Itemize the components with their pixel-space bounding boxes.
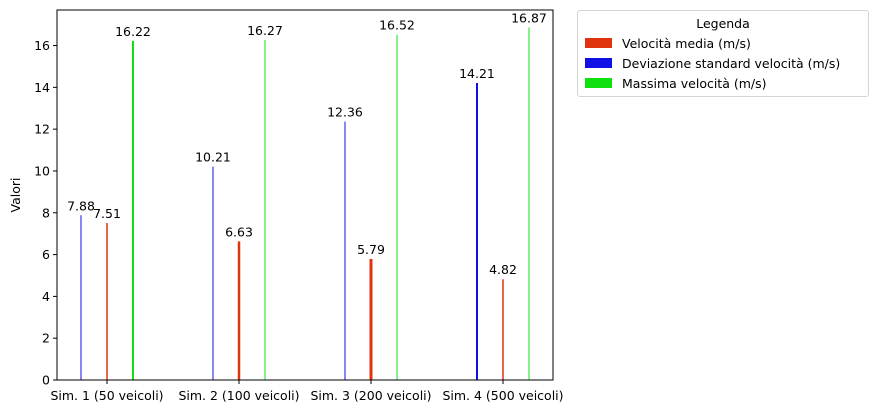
y-tick-label: 4 bbox=[42, 289, 50, 304]
legend-items: Velocità media (m/s) Deviazione standard … bbox=[578, 33, 868, 93]
legend-label: Velocità media (m/s) bbox=[622, 35, 751, 51]
legend-swatch bbox=[585, 58, 612, 68]
data-label: 5.79 bbox=[357, 242, 385, 257]
y-tick-label: 12 bbox=[34, 122, 50, 137]
bar bbox=[476, 82, 478, 380]
bar bbox=[396, 34, 398, 381]
legend: Legenda Velocità media (m/s) Deviazione s… bbox=[577, 10, 869, 97]
plot-area-frame bbox=[56, 9, 554, 381]
legend-swatch bbox=[585, 38, 612, 48]
data-label: 7.88 bbox=[67, 198, 95, 213]
y-tick-label: 14 bbox=[34, 80, 50, 95]
data-label: 14.21 bbox=[459, 66, 495, 81]
bar bbox=[502, 279, 504, 380]
x-tick-label: Sim. 1 (50 veicoli) bbox=[50, 388, 163, 403]
y-tick-label: 0 bbox=[42, 373, 50, 388]
bar bbox=[369, 258, 373, 380]
y-tick-label: 6 bbox=[42, 247, 50, 262]
x-tick-label: Sim. 2 (100 veicoli) bbox=[178, 388, 299, 403]
bar bbox=[132, 40, 134, 380]
data-label: 16.52 bbox=[379, 18, 415, 33]
bar bbox=[237, 241, 241, 380]
data-label: 16.22 bbox=[115, 24, 151, 39]
data-label: 4.82 bbox=[489, 262, 517, 277]
x-axis: Sim. 1 (50 veicoli) Sim. 2 (100 veicoli) S… bbox=[50, 380, 564, 403]
bar bbox=[344, 121, 346, 380]
legend-item: Velocità media (m/s) bbox=[578, 33, 868, 53]
legend-label: Massima velocità (m/s) bbox=[622, 75, 767, 91]
legend-item: Deviazione standard velocità (m/s) bbox=[578, 53, 868, 73]
y-tick-label: 8 bbox=[42, 205, 50, 220]
data-label: 12.36 bbox=[327, 105, 363, 120]
data-labels-layer: 7.51 6.63 5.79 4.82 7.88 10.21 12.36 14.21 16.22… bbox=[67, 10, 547, 277]
data-label: 16.27 bbox=[247, 23, 283, 38]
y-axis: 0 2 4 6 8 10 12 14 16 bbox=[34, 38, 57, 388]
data-label: 10.21 bbox=[195, 150, 231, 165]
y-tick-label: 2 bbox=[42, 331, 50, 346]
y-axis-label: Valori bbox=[8, 178, 23, 213]
bars-layer bbox=[80, 27, 530, 381]
x-tick-label: Sim. 3 (200 veicoli) bbox=[310, 388, 431, 403]
legend-swatch bbox=[585, 78, 612, 88]
bar bbox=[106, 223, 108, 380]
data-label: 16.87 bbox=[511, 10, 547, 25]
legend-label: Deviazione standard velocità (m/s) bbox=[622, 55, 841, 71]
bar bbox=[212, 166, 214, 380]
legend-item: Massima velocità (m/s) bbox=[578, 73, 868, 93]
data-label: 6.63 bbox=[225, 224, 253, 239]
y-tick-label: 16 bbox=[34, 38, 50, 53]
data-label: 7.51 bbox=[93, 206, 121, 221]
y-tick-label: 10 bbox=[34, 163, 50, 178]
bar bbox=[528, 27, 530, 381]
bar bbox=[264, 39, 266, 381]
bar bbox=[80, 215, 82, 380]
x-tick-label: Sim. 4 (500 veicoli) bbox=[442, 388, 563, 403]
legend-title: Legenda bbox=[696, 16, 750, 31]
